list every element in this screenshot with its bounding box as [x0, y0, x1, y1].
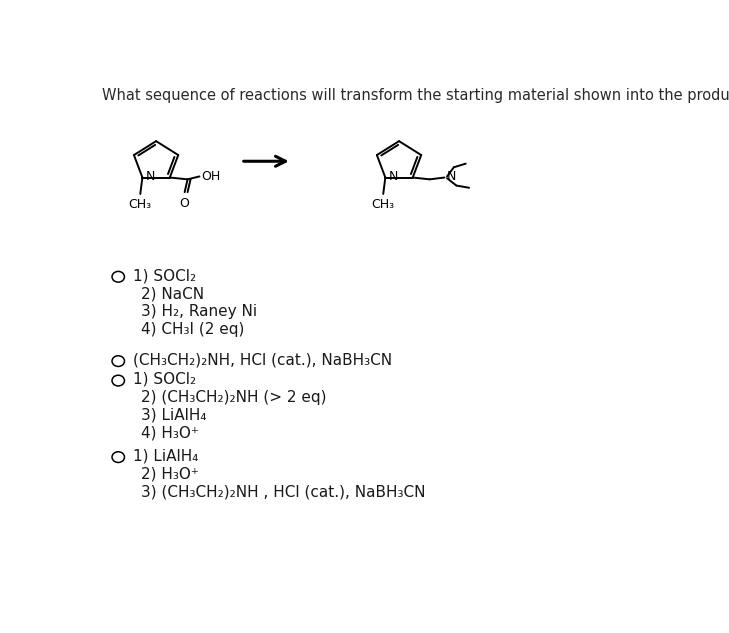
Text: What sequence of reactions will transform the starting material shown into the p: What sequence of reactions will transfor…: [102, 88, 729, 103]
Text: 3) LiAlH₄: 3) LiAlH₄: [141, 408, 206, 423]
Text: CH₃: CH₃: [372, 198, 395, 211]
Text: 1) SOCl₂: 1) SOCl₂: [133, 268, 197, 284]
Text: CH₃: CH₃: [129, 198, 152, 211]
Text: 1) SOCl₂: 1) SOCl₂: [133, 372, 197, 387]
Text: 2) H₃O⁺: 2) H₃O⁺: [141, 466, 199, 481]
Text: N: N: [146, 170, 155, 183]
Text: 2) (CH₃CH₂)₂NH (> 2 eq): 2) (CH₃CH₂)₂NH (> 2 eq): [141, 390, 327, 404]
Text: O: O: [179, 196, 190, 210]
Text: 1) LiAlH₄: 1) LiAlH₄: [133, 448, 199, 463]
Text: N: N: [389, 170, 398, 183]
Text: N: N: [447, 170, 456, 184]
Text: 2) NaCN: 2) NaCN: [141, 286, 204, 301]
Text: 4) CH₃I (2 eq): 4) CH₃I (2 eq): [141, 322, 244, 337]
Text: (CH₃CH₂)₂NH, HCl (cat.), NaBH₃CN: (CH₃CH₂)₂NH, HCl (cat.), NaBH₃CN: [133, 352, 393, 367]
Text: 4) H₃O⁺: 4) H₃O⁺: [141, 426, 199, 441]
Text: 3) H₂, Raney Ni: 3) H₂, Raney Ni: [141, 304, 257, 320]
Text: OH: OH: [201, 170, 220, 183]
Text: 3) (CH₃CH₂)₂NH , HCl (cat.), NaBH₃CN: 3) (CH₃CH₂)₂NH , HCl (cat.), NaBH₃CN: [141, 484, 425, 499]
